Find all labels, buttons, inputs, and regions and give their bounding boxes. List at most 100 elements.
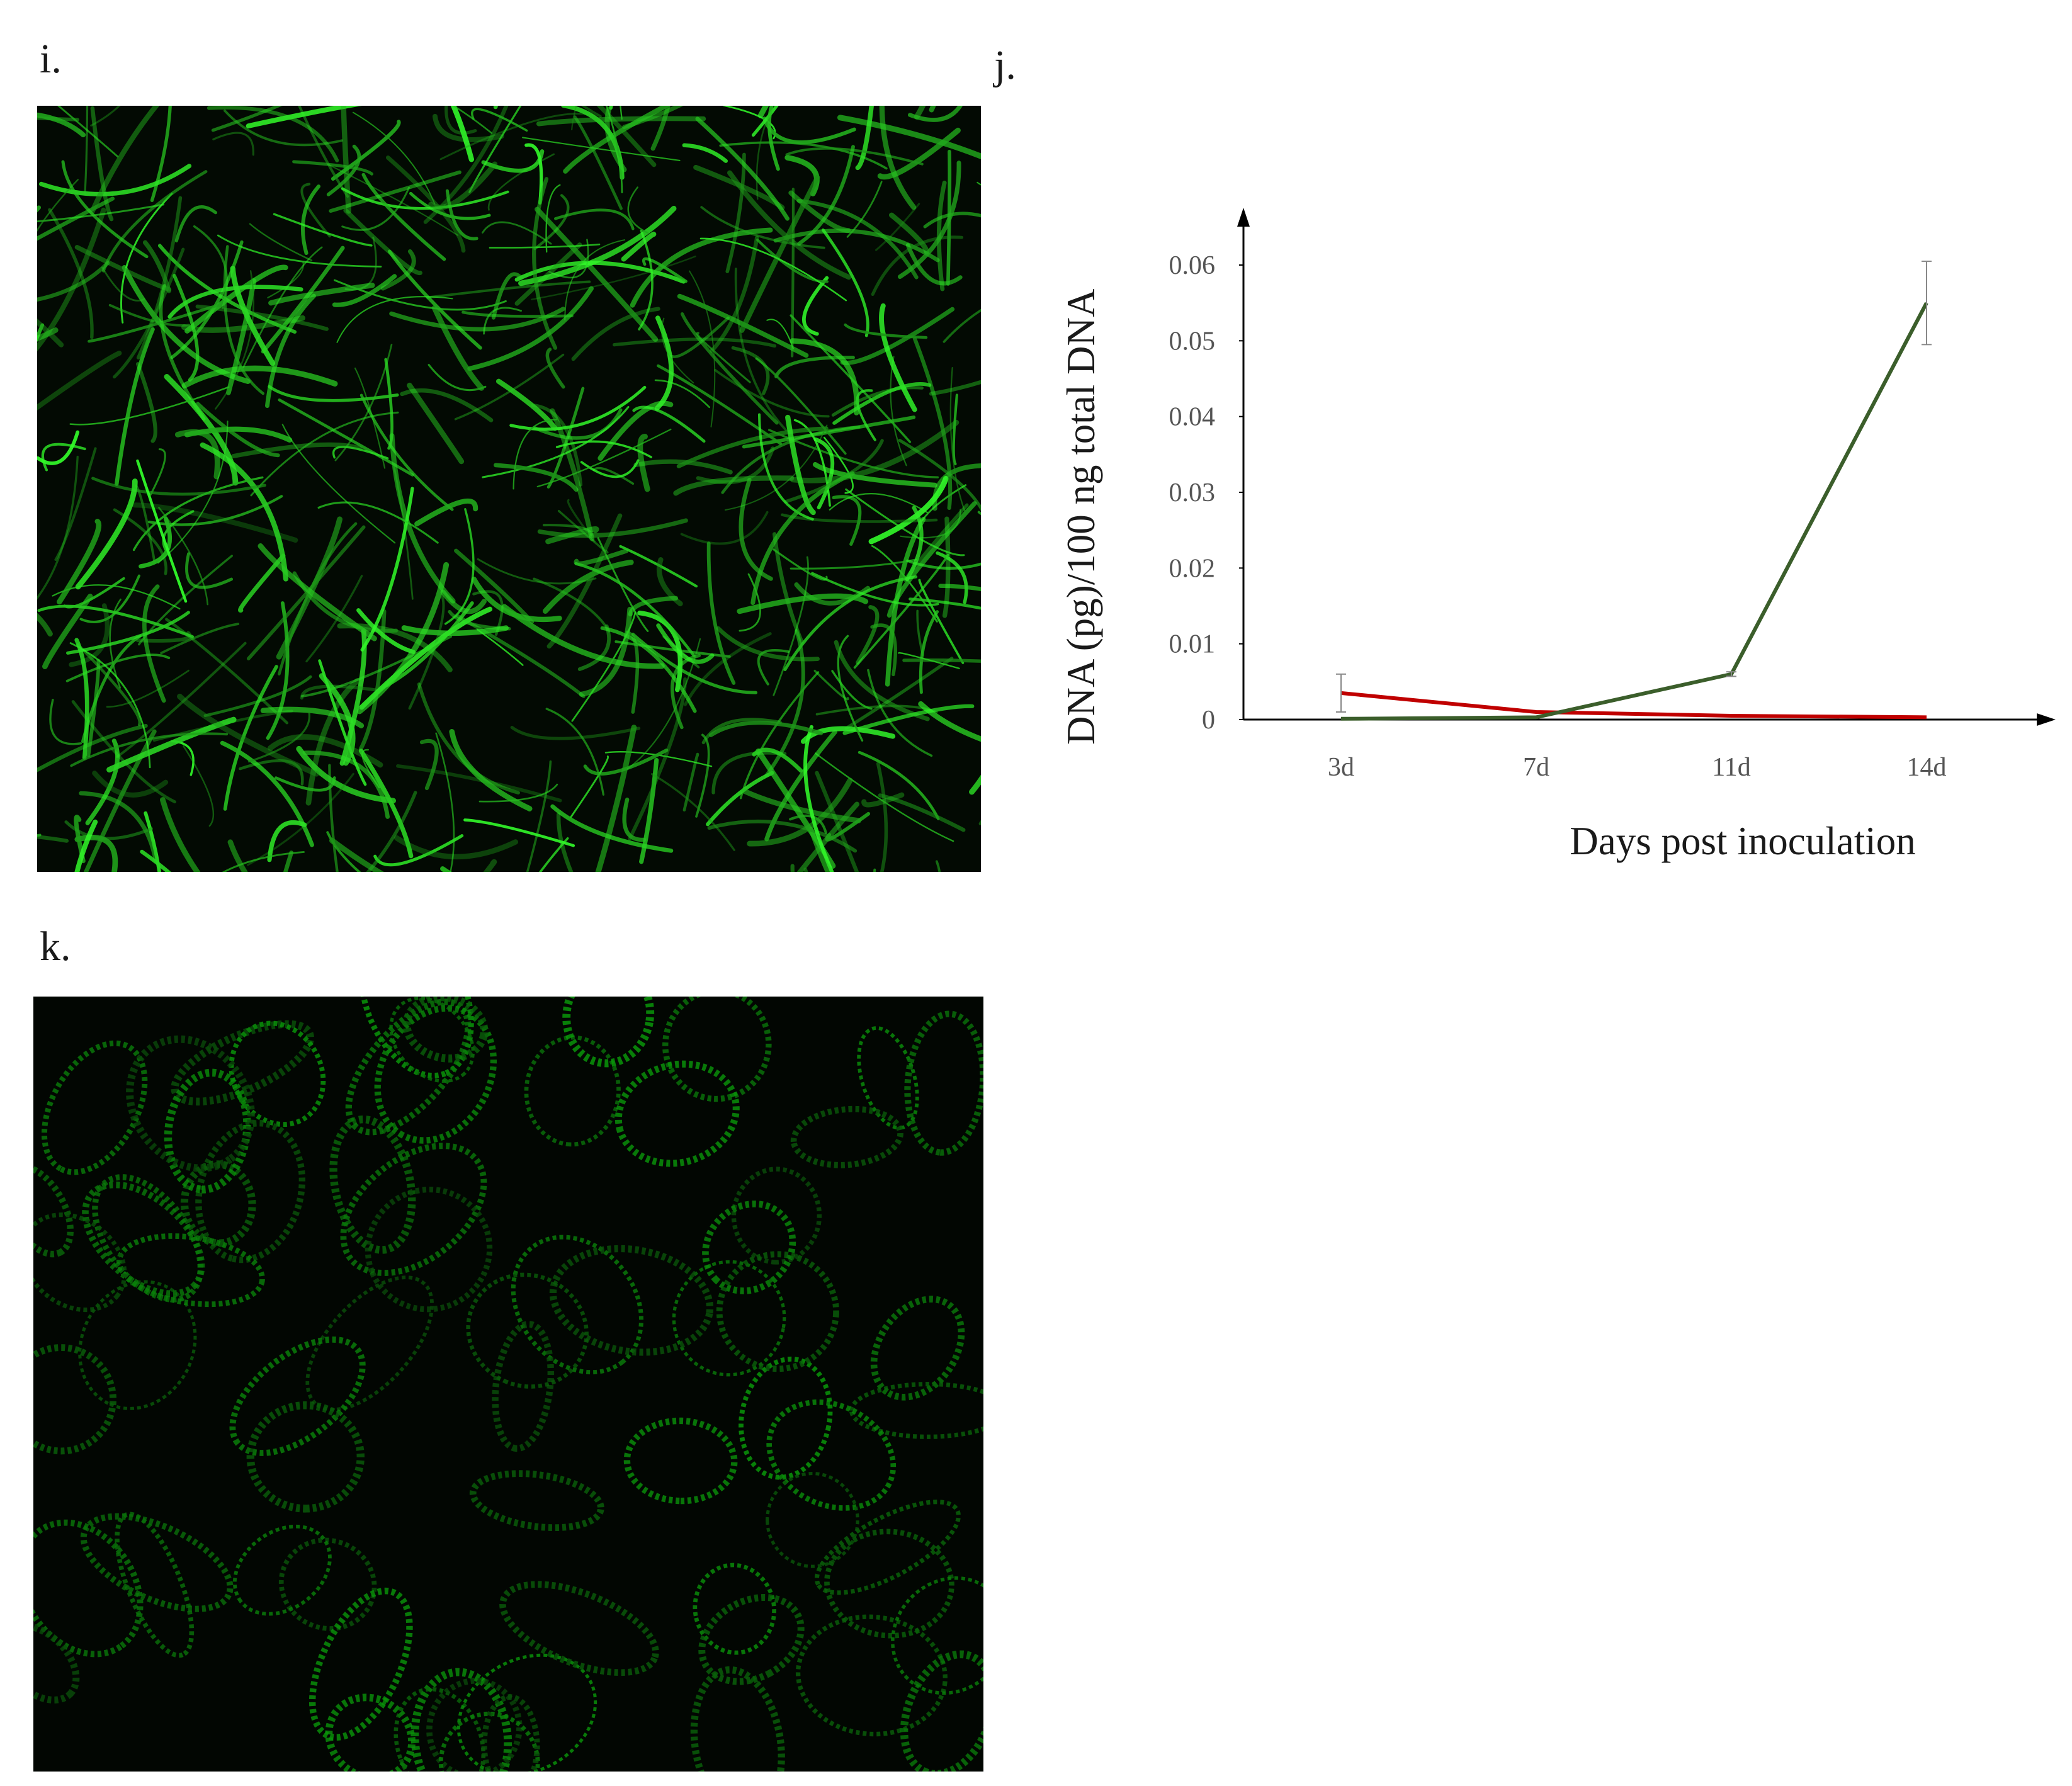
hypha	[426, 280, 591, 299]
hypha	[37, 613, 53, 637]
y-tick-label: 0.03	[1169, 478, 1216, 507]
hypha	[173, 274, 200, 382]
hypha	[329, 170, 461, 213]
hypha	[650, 772, 735, 851]
hypha	[625, 630, 640, 714]
cell	[278, 1537, 377, 1631]
cell	[229, 1336, 366, 1456]
hypha	[550, 408, 595, 541]
hypha	[467, 286, 594, 371]
hypha	[545, 708, 605, 796]
cell	[33, 1212, 127, 1313]
hypha	[631, 632, 757, 694]
hypha	[900, 509, 961, 539]
hypha	[785, 147, 924, 166]
hypha	[160, 797, 201, 872]
hypha	[756, 239, 829, 283]
hypha	[518, 205, 677, 286]
cell	[325, 1693, 416, 1772]
hypha	[57, 106, 119, 158]
hypha	[739, 174, 820, 333]
cell	[662, 997, 772, 1102]
hypha	[37, 205, 42, 213]
hypha	[211, 106, 283, 132]
hypha	[613, 337, 777, 348]
hypha	[919, 610, 939, 694]
hypha	[317, 501, 439, 544]
hypha	[238, 553, 286, 613]
hypha	[886, 501, 977, 618]
hypha	[706, 771, 774, 827]
hypha	[858, 750, 940, 820]
hypha	[773, 229, 940, 263]
hypha	[217, 234, 382, 268]
hypha	[70, 732, 229, 767]
hypha	[876, 762, 888, 872]
hypha	[184, 264, 288, 334]
hypha	[969, 774, 981, 795]
cell	[511, 1235, 643, 1375]
hypha	[813, 669, 849, 701]
hypha	[207, 106, 339, 162]
cell	[438, 1711, 540, 1772]
hypha	[788, 190, 851, 233]
hypha	[949, 367, 967, 515]
hypha	[37, 261, 110, 302]
cell	[731, 1167, 822, 1265]
hypha	[136, 459, 188, 603]
hypha	[796, 198, 919, 280]
hypha	[37, 723, 148, 772]
panel-label: j.	[993, 42, 1016, 88]
hypha	[159, 284, 206, 421]
hypha	[756, 118, 769, 200]
hypha	[75, 478, 138, 590]
hypha	[162, 510, 195, 553]
hypha	[936, 551, 968, 604]
hypha	[384, 358, 393, 450]
hypha	[844, 323, 928, 339]
hypha	[545, 184, 561, 253]
hypha	[700, 206, 825, 249]
hypha	[478, 783, 558, 803]
hypha	[326, 144, 361, 196]
cell	[365, 1186, 493, 1313]
hypha	[318, 659, 367, 786]
hypha	[592, 466, 635, 485]
hypha	[676, 426, 829, 468]
x-tick-label: 14d	[1907, 753, 1947, 782]
hypha	[142, 240, 172, 293]
hypha	[532, 408, 623, 440]
hypha	[472, 590, 504, 636]
hypha	[742, 415, 916, 449]
hypha	[580, 106, 602, 118]
hypha	[832, 382, 932, 425]
hypha	[784, 155, 820, 196]
hypha	[336, 296, 453, 343]
hypha	[942, 516, 951, 618]
hypha	[495, 378, 558, 431]
hypha	[305, 575, 363, 663]
hypha	[246, 525, 366, 660]
hypha	[37, 116, 79, 122]
hypha	[555, 440, 653, 458]
hypha	[483, 307, 522, 335]
hypha	[249, 223, 313, 261]
hypha	[654, 315, 674, 411]
hypha	[545, 526, 599, 545]
cell	[115, 1512, 195, 1658]
cell	[456, 1653, 597, 1772]
hypha	[419, 738, 439, 791]
cell	[766, 1471, 859, 1568]
hypha	[79, 791, 158, 863]
hypha	[435, 732, 455, 872]
hypha	[542, 524, 593, 536]
hypha	[91, 477, 266, 496]
x-axis-title: Days post inoculation	[1570, 819, 1915, 863]
error-bar	[1726, 671, 1736, 677]
hypha	[494, 463, 579, 492]
hypha	[918, 701, 981, 742]
hypha	[195, 304, 329, 331]
hypha	[861, 792, 905, 808]
hypha	[512, 419, 558, 490]
hypha	[622, 797, 647, 842]
